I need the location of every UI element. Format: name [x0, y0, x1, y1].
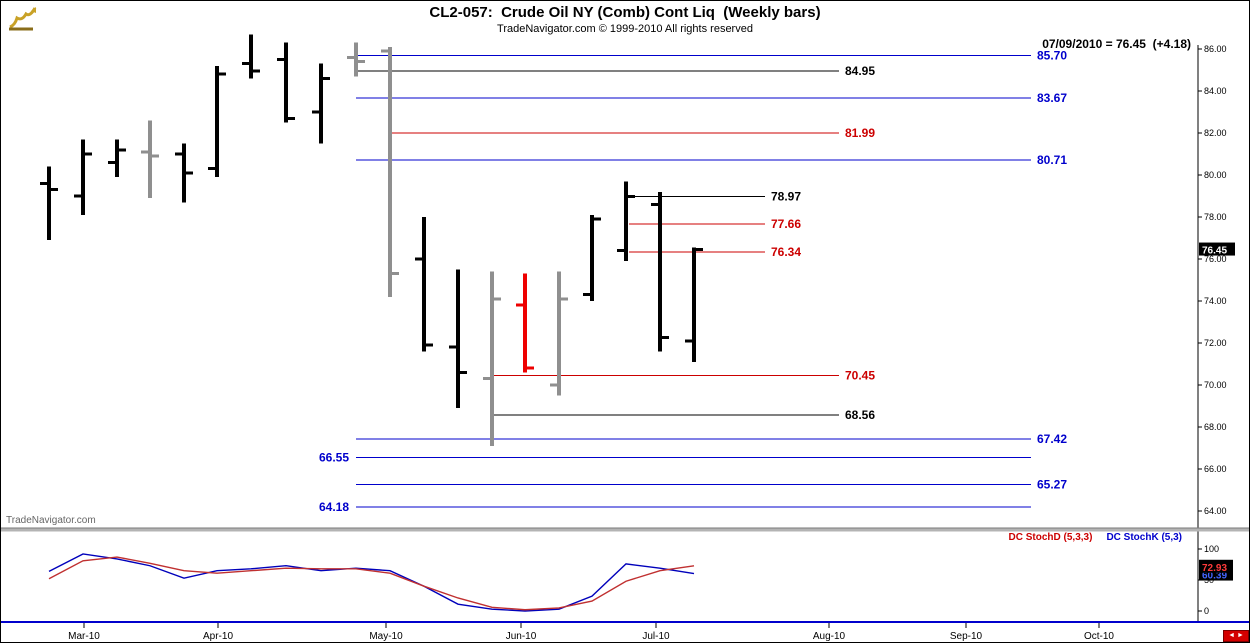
price-axis-label: 70.00	[1204, 380, 1227, 390]
price-axis-label: 86.00	[1204, 44, 1227, 54]
price-axis-label: 82.00	[1204, 128, 1227, 138]
trade-navigator-logo-icon	[7, 5, 39, 37]
price-axis-label: 76.00	[1204, 254, 1227, 264]
stochd-legend-label: DC StochD (5,3,3)	[1008, 532, 1093, 543]
level-price-label: 66.55	[319, 450, 349, 464]
month-label: May-10	[369, 631, 403, 642]
chart-title: CL2-057: Crude Oil NY (Comb) Cont Liq (W…	[429, 4, 821, 21]
last-price-badge	[1199, 242, 1235, 256]
last-quote-readout: 07/09/2010 = 76.45 (+4.18)	[1042, 37, 1191, 51]
price-axis-label: 78.00	[1204, 212, 1227, 222]
level-price-label: 67.42	[1037, 432, 1067, 446]
level-price-label: 70.45	[845, 369, 875, 383]
price-axis-label: 66.00	[1204, 464, 1227, 474]
scroll-left-icon[interactable]: ◄	[1228, 632, 1235, 639]
price-axis-label: 84.00	[1204, 86, 1227, 96]
horizontal-scrollbar-button[interactable]: ◄ ►	[1223, 630, 1249, 642]
month-label: Jul-10	[642, 631, 670, 642]
level-price-label: 83.67	[1037, 91, 1067, 105]
level-price-label: 78.97	[771, 190, 801, 204]
stochk-line	[48, 553, 695, 612]
price-axis-label: 74.00	[1204, 296, 1227, 306]
month-label: Mar-10	[68, 631, 100, 642]
stoch-axis-label: 0	[1204, 606, 1209, 616]
stoch-legend: DC StochD (5,3,3) DC StochK (5,3)	[1009, 532, 1182, 543]
price-axis-label: 72.00	[1204, 338, 1227, 348]
month-label: Jun-10	[506, 631, 537, 642]
level-price-label: 76.34	[771, 245, 801, 259]
level-price-label: 65.27	[1037, 477, 1067, 491]
level-price-label: 68.56	[845, 408, 875, 422]
stochd-line	[48, 556, 695, 611]
month-label: Sep-10	[950, 631, 983, 642]
price-axis-label: 80.00	[1204, 170, 1227, 180]
scroll-right-icon[interactable]: ►	[1237, 632, 1244, 639]
watermark: TradeNavigator.com	[6, 515, 96, 526]
stochd-value-text: 72.93	[1202, 563, 1227, 574]
stochd-value-badge	[1199, 559, 1233, 573]
month-label: Oct-10	[1084, 631, 1114, 642]
level-price-label: 81.99	[845, 126, 875, 140]
stochk-value-text: 60.39	[1202, 571, 1227, 582]
month-label: Aug-10	[813, 631, 846, 642]
price-axis-label: 68.00	[1204, 422, 1227, 432]
level-price-label: 85.70	[1037, 48, 1067, 62]
level-price-label: 84.95	[845, 64, 875, 78]
level-price-label: 77.66	[771, 217, 801, 231]
stochk-legend-label: DC StochK (5,3)	[1106, 532, 1182, 543]
copyright-notice: TradeNavigator.com © 1999-2010 All right…	[497, 23, 753, 35]
stoch-axis-label: 100	[1204, 544, 1219, 554]
level-price-label: 80.71	[1037, 153, 1067, 167]
last-price-badge-text: 76.45	[1202, 246, 1227, 257]
level-price-label: 64.18	[319, 500, 349, 514]
month-label: Apr-10	[203, 631, 233, 642]
price-axis-label: 64.00	[1204, 506, 1227, 516]
